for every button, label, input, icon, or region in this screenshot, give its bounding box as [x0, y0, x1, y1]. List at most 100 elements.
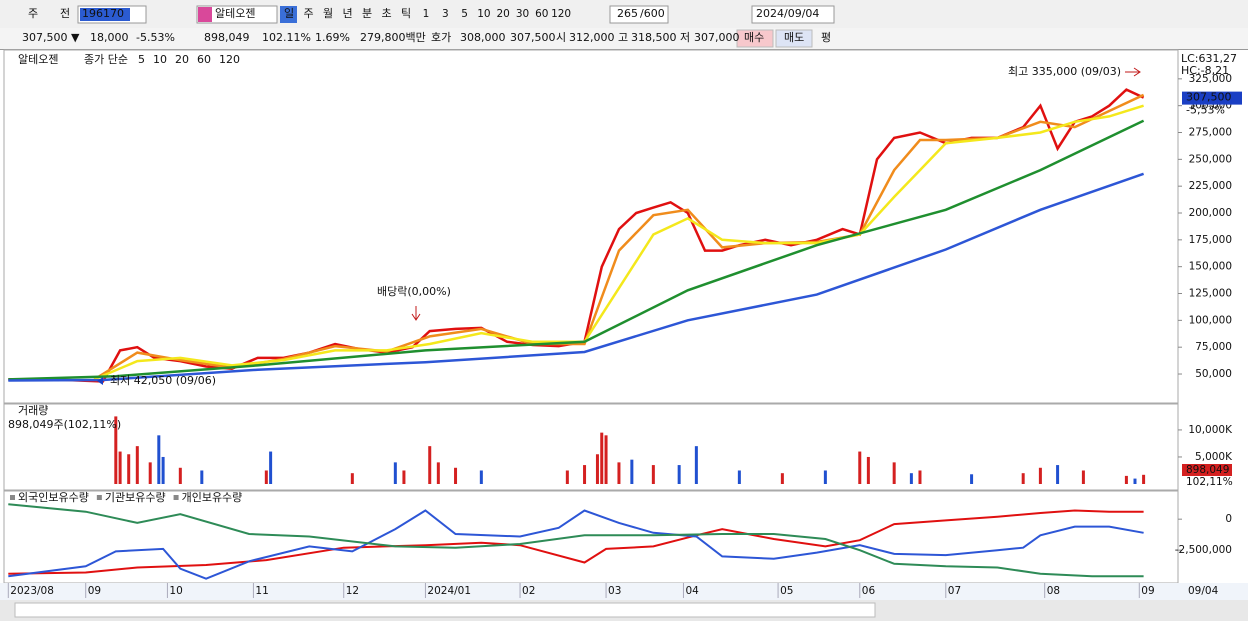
volume-bar [604, 435, 608, 484]
period-button[interactable]: 초 [382, 7, 392, 20]
legend-swatch [10, 495, 15, 500]
volume-bar [479, 470, 483, 484]
quote-bar [0, 28, 1248, 49]
volume-bar [823, 470, 827, 484]
scroll-thumb[interactable] [14, 602, 876, 618]
volume-bar [454, 467, 458, 484]
volume-bar [114, 416, 118, 484]
x-tick-label: 07 [948, 585, 961, 597]
volume-bar [909, 473, 913, 484]
volume-bar [918, 470, 922, 484]
period-button[interactable]: 년 [343, 7, 353, 20]
period-button[interactable]: 월 [323, 7, 333, 20]
volume-bar [1142, 474, 1146, 484]
last-volume: 898,049 [1186, 464, 1229, 476]
quote-item: 308,000 [460, 31, 506, 44]
y-tick-label: 225,000 [1189, 180, 1232, 192]
volume-bar [595, 454, 599, 484]
low-label: 최저 42,050 (09/06) [110, 374, 216, 387]
legend-entry: 기관보유수량 [105, 491, 166, 504]
quote-item: 102.11% [262, 31, 311, 44]
x-tick-label: 06 [862, 585, 876, 597]
volume-bar [118, 451, 122, 484]
volume-bar [892, 462, 896, 484]
y-tick-label: 150,000 [1189, 261, 1232, 273]
stock-icon [198, 7, 212, 22]
period-button[interactable]: 틱 [401, 7, 411, 20]
interval-button[interactable]: 30 [516, 8, 529, 20]
x-tick-label: 12 [346, 585, 359, 597]
quote-item: 고 [618, 31, 628, 44]
count-box[interactable] [609, 5, 669, 24]
count[interactable]: 265 [617, 7, 638, 20]
volume-bar [1081, 470, 1085, 484]
interval-button[interactable]: 10 [477, 8, 490, 20]
last-ratio: 102,11% [1186, 476, 1233, 488]
volume-bar [127, 454, 131, 484]
max: /600 [640, 7, 665, 20]
interval-button[interactable]: 20 [497, 8, 510, 20]
interval-button[interactable]: 60 [535, 8, 548, 20]
code-selection [80, 8, 130, 21]
low-arrow [97, 377, 103, 385]
volume-bar [630, 459, 634, 484]
sell-button[interactable] [775, 29, 813, 48]
x-tick-label: 11 [255, 585, 268, 597]
y-tick-label: -2,500,000 [1175, 544, 1232, 556]
dividend-arrow [411, 306, 421, 321]
volume-bar [1038, 467, 1042, 484]
volume-bar [200, 470, 204, 484]
volume-bar [1021, 473, 1025, 484]
lc-label: LC:631,27 [1181, 52, 1237, 65]
quote-item: 318,500 [631, 31, 677, 44]
volume-bar [651, 465, 655, 484]
volume-bar [135, 446, 139, 484]
interval-button[interactable]: 5 [461, 8, 468, 20]
date-box[interactable] [751, 5, 835, 24]
period-button[interactable]: 분 [362, 7, 372, 20]
volume-bar [350, 473, 354, 484]
quote-item[interactable]: 매수 [744, 31, 764, 44]
x-tick-label: 09 [88, 585, 101, 597]
volume-bar [157, 435, 161, 484]
volume-bar [161, 456, 165, 484]
quote-item[interactable]: 평 [821, 31, 831, 44]
interval-button[interactable]: 3 [442, 8, 449, 20]
quote-item: 307,500 [510, 31, 556, 44]
quote-item: 시 [556, 31, 566, 44]
quote-item: 312,000 [569, 31, 615, 44]
interval-button[interactable]: 1 [423, 8, 430, 20]
quote-item[interactable]: 매도 [784, 31, 804, 44]
last-volume-box [1182, 464, 1232, 476]
pane-title: 알테오젠 [18, 52, 58, 66]
buy-button[interactable] [736, 29, 774, 48]
volume-bar [737, 470, 741, 484]
y-tick-label: 75,000 [1195, 341, 1232, 353]
name-box[interactable] [196, 5, 278, 24]
market[interactable]: 주 [28, 7, 38, 20]
volume-bar [565, 470, 569, 484]
x-tick-label: 2023/08 [10, 585, 54, 597]
x-end-label: 09/04 [1188, 585, 1219, 597]
x-tick-label: 08 [1047, 585, 1060, 597]
code[interactable]: 196170 [82, 7, 124, 20]
series-line [8, 503, 1144, 578]
pane-subtitle: 898,049주(102,11%) [8, 418, 121, 431]
date[interactable]: 2024/09/04 [756, 7, 819, 20]
volume-bar [583, 465, 587, 484]
x-tick-label: 10 [169, 585, 182, 597]
legend-entry: 20 [175, 53, 189, 66]
interval-button[interactable]: 120 [551, 8, 571, 20]
volume-bar [694, 446, 698, 484]
prev[interactable]: 전 [60, 7, 70, 20]
x-axis-band [0, 583, 1248, 600]
period-button[interactable]: 주 [304, 7, 314, 20]
y-tick-label: 0 [1225, 513, 1232, 525]
volume-bar [402, 470, 406, 484]
volume-bar [148, 462, 152, 484]
period-active [280, 6, 297, 23]
y-tick-label: 175,000 [1189, 234, 1232, 246]
period-button[interactable]: 일 [284, 6, 294, 20]
stock-name[interactable]: 알테오젠 [215, 6, 255, 20]
